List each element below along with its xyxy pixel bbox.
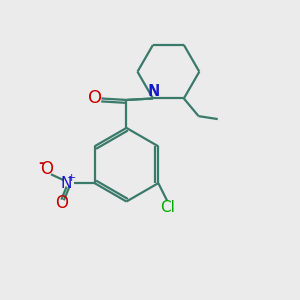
Text: O: O — [88, 89, 102, 107]
Text: N: N — [149, 85, 160, 100]
Text: N: N — [148, 85, 159, 100]
Text: +: + — [67, 173, 76, 183]
Text: O: O — [55, 194, 68, 212]
Text: -: - — [38, 156, 44, 170]
Text: Cl: Cl — [160, 200, 175, 215]
Text: N: N — [61, 176, 72, 190]
Text: O: O — [40, 160, 53, 178]
